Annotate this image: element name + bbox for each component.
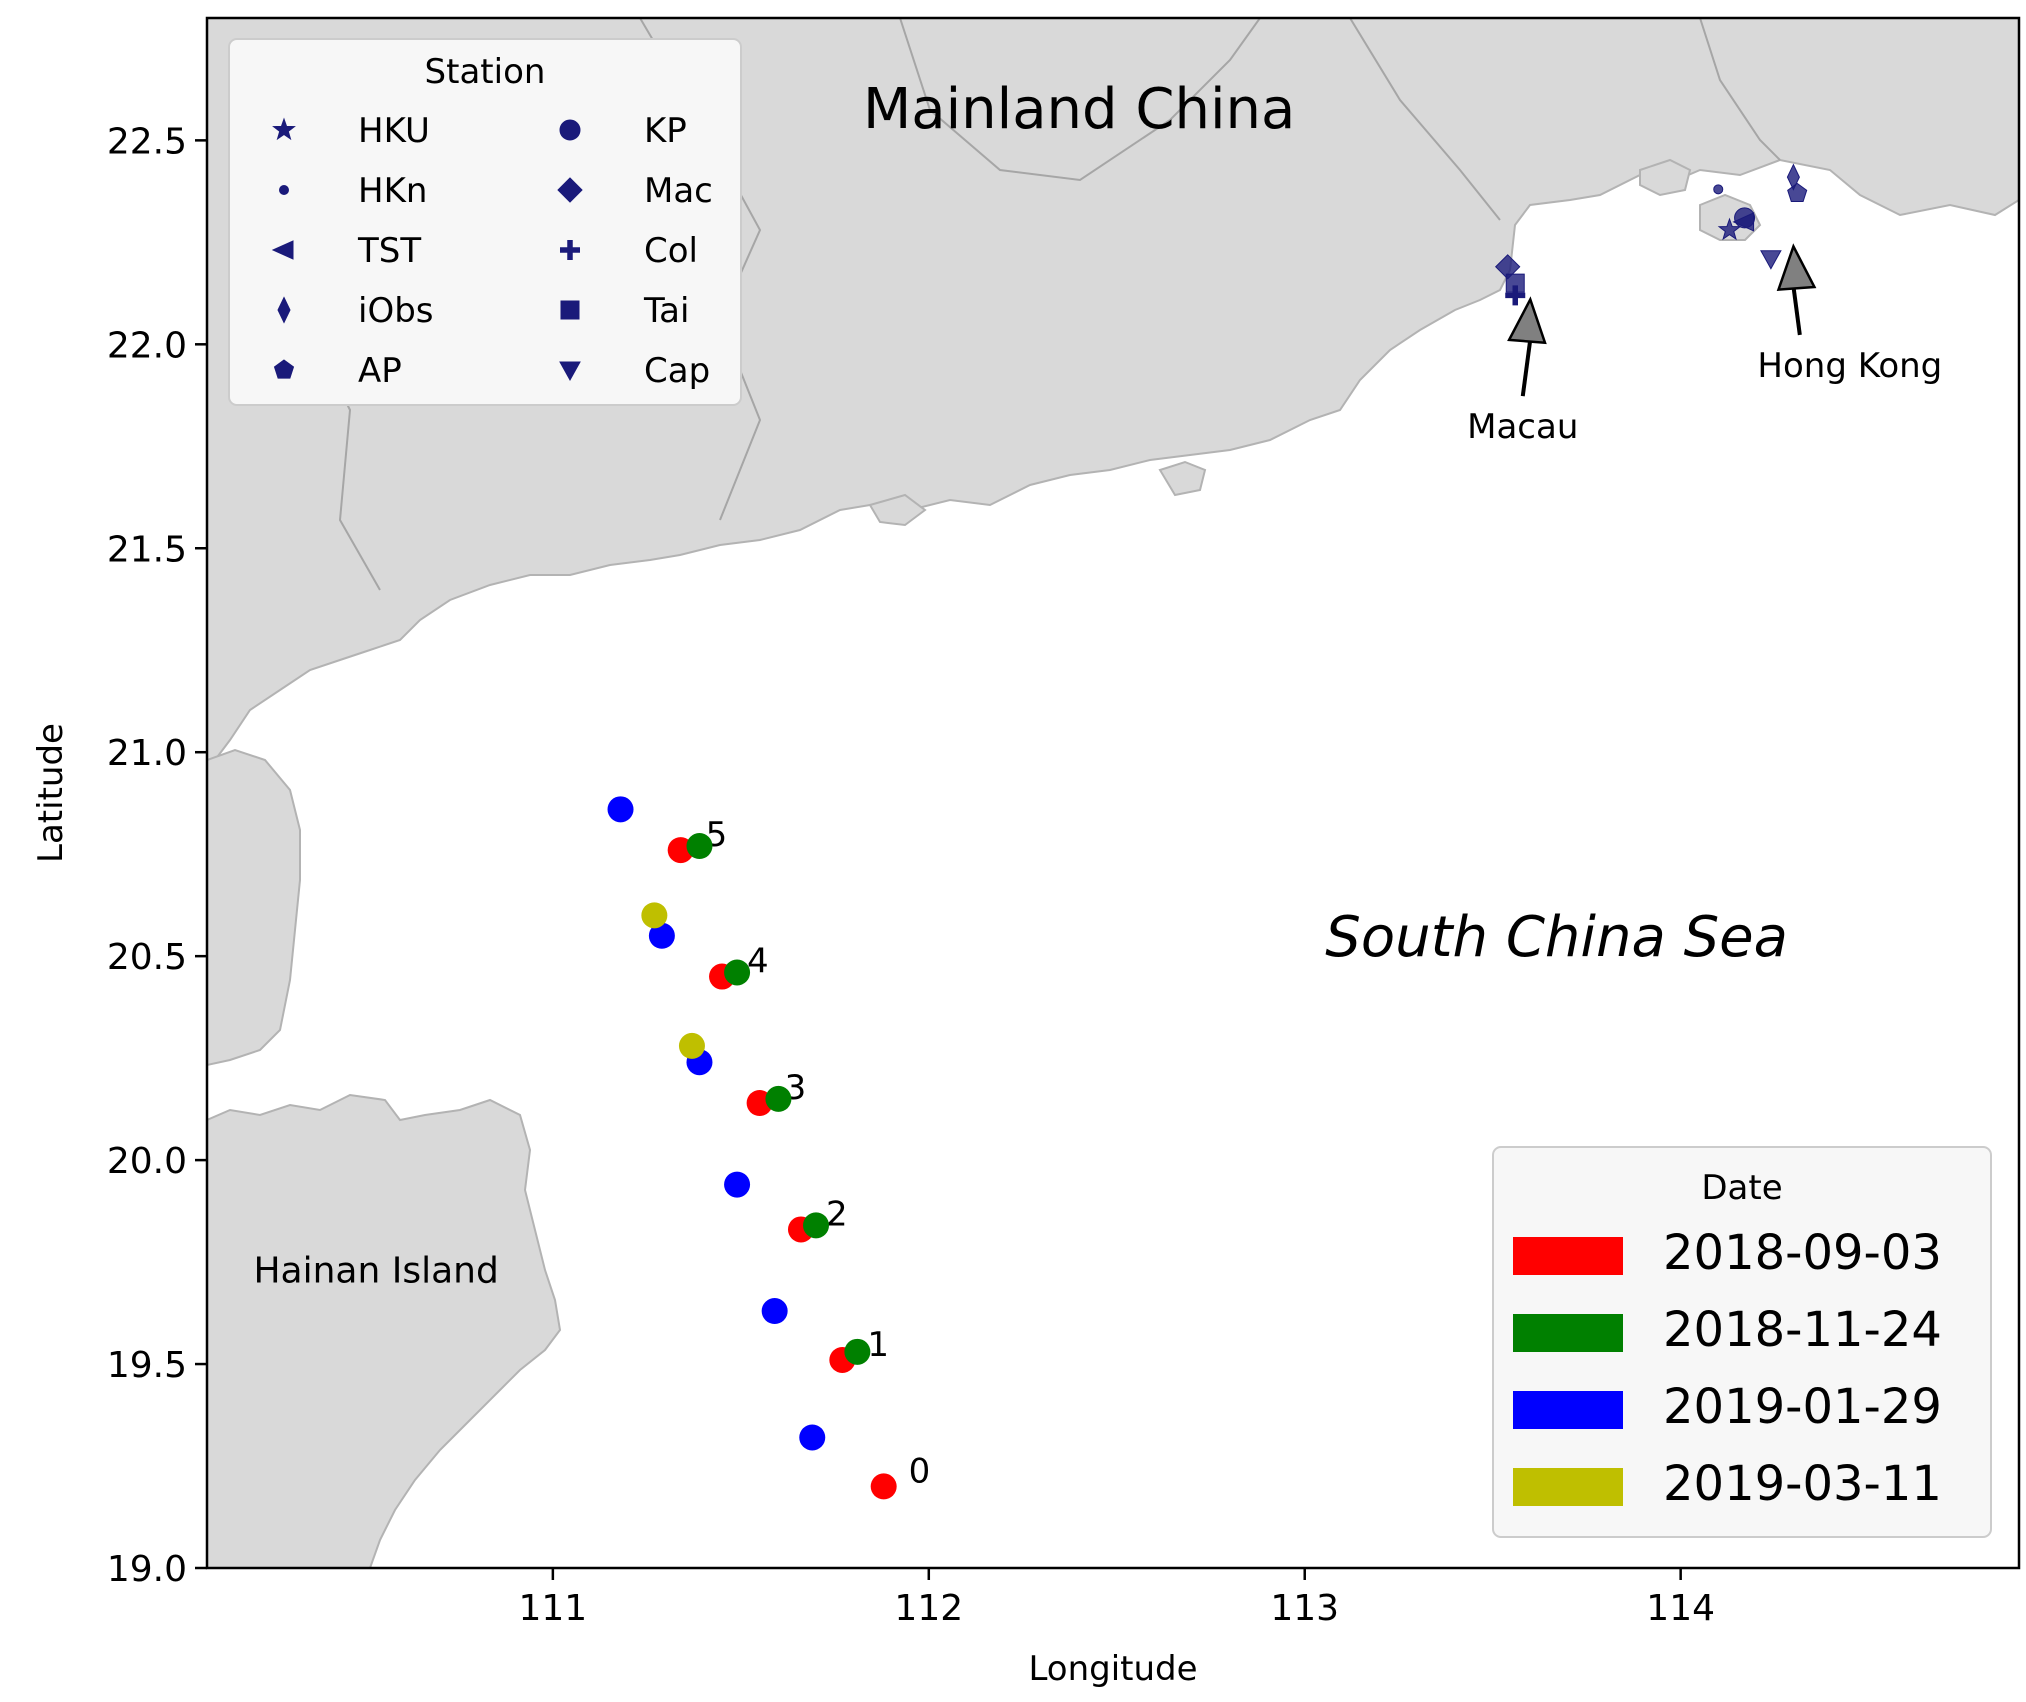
lantau-island-land (1639, 158, 1692, 197)
y-tick-label: 19.0 (107, 1549, 187, 1590)
station-marker-kp (1734, 207, 1756, 229)
coastal-island-b (868, 493, 927, 527)
station-marker-hkn (1713, 184, 1724, 195)
coastal-island-a (1158, 460, 1207, 497)
data-point (724, 1171, 751, 1198)
station-legend-marker (273, 359, 295, 379)
y-tick-label: 20.0 (107, 1141, 187, 1182)
x-axis: 111 112 113 114 (518, 1568, 1715, 1629)
data-point (803, 1212, 830, 1239)
plot-frame (205, 16, 2021, 1570)
station-legend-title: Station (425, 52, 546, 92)
y-axis-label: Latitude (31, 723, 71, 863)
y-tick-label: 22.5 (107, 121, 187, 162)
stations-layer (1494, 163, 1808, 306)
annotation-arrow-shaft (1791, 286, 1802, 336)
data-point (761, 1298, 788, 1325)
x-tick-label: 114 (1646, 1588, 1715, 1629)
date-legend-swatch (1513, 1237, 1623, 1275)
data-point (870, 1473, 897, 1500)
province-border-d (1699, 18, 1781, 161)
date-legend-swatch (1513, 1468, 1623, 1506)
point-label: 1 (867, 1325, 889, 1365)
station-legend-label: Col (644, 231, 698, 271)
x-axis-label: Longitude (1028, 1649, 1197, 1689)
date-legend-swatch (1513, 1391, 1623, 1429)
date-legend-label: 2018-11-24 (1663, 1302, 1942, 1358)
annotation-label: Hong Kong (1757, 346, 1942, 386)
annotation-label: Macau (1467, 407, 1578, 447)
y-tick-label: 22.0 (107, 325, 187, 366)
station-legend-marker (560, 300, 580, 320)
x-tick-label: 112 (894, 1588, 963, 1629)
date-legend-swatch (1513, 1314, 1623, 1352)
data-point (607, 796, 634, 823)
x-tick-label: 113 (1270, 1588, 1339, 1629)
x-tick-label: 111 (518, 1588, 587, 1629)
date-legend-title: Date (1701, 1168, 1782, 1208)
point-label: 2 (826, 1194, 848, 1234)
station-legend-label: TST (357, 231, 421, 271)
station-legend-label: KP (644, 111, 687, 151)
station-legend-marker (559, 361, 581, 382)
station-legend: Station HKU HKn TST iObs AP KP Mac Col Tai Cap (228, 38, 742, 406)
station-marker-hku (1717, 217, 1742, 241)
province-border-c (1349, 18, 1501, 221)
station-legend-marker (279, 185, 289, 195)
annotation-arrow-shaft (1520, 339, 1533, 397)
region-label: South China Sea (1325, 905, 1788, 970)
date-legend-label: 2019-01-29 (1663, 1379, 1942, 1435)
y-tick-label: 20.5 (107, 937, 187, 978)
data-point (765, 1085, 792, 1112)
station-legend-label: Mac (644, 171, 713, 211)
leizhou-peninsula-land (207, 748, 301, 1067)
data-point (724, 959, 751, 986)
station-legend-label: AP (358, 351, 402, 391)
station-legend-label: HKn (358, 171, 427, 211)
data-point (641, 902, 668, 929)
station-marker-tai (1505, 273, 1525, 293)
province-border-e (899, 18, 1261, 182)
data-point (648, 922, 675, 949)
data-point (686, 833, 713, 860)
station-legend-label: Cap (644, 351, 710, 391)
annotation-arrow-head (1776, 243, 1817, 291)
station-legend-label: iObs (358, 291, 434, 331)
data-point (844, 1338, 871, 1365)
region-label: Hainan Island (253, 1250, 498, 1291)
hainan-island-land (207, 1093, 562, 1568)
station-legend-marker (557, 177, 583, 203)
y-tick-label: 21.0 (107, 733, 187, 774)
station-legend-entries: HKU HKn TST iObs AP KP Mac Col Tai Cap (271, 111, 713, 391)
station-legend-label: Tai (643, 291, 689, 331)
station-legend-marker (272, 117, 296, 141)
station-marker-ap (1787, 182, 1808, 202)
date-legend-label: 2018-09-03 (1663, 1225, 1942, 1281)
date-legend-label: 2019-03-11 (1663, 1456, 1942, 1512)
station-legend-box (228, 38, 742, 406)
station-legend-marker (559, 119, 581, 141)
point-label: 0 (909, 1451, 931, 1491)
y-tick-label: 19.5 (107, 1345, 187, 1386)
annotation-layer: Macau Hong Kong (1467, 243, 1942, 447)
point-label: 4 (747, 942, 769, 982)
annotation-arrow-head (1507, 296, 1547, 345)
station-legend-marker (560, 240, 580, 260)
date-legend-entries: 2018-09-03 2018-11-24 2019-01-29 2019-03-11 (1513, 1225, 1942, 1512)
region-label: Mainland China (863, 77, 1295, 142)
y-axis: 19.0 19.5 20.0 20.5 21.0 21.5 22.0 22.5 (107, 121, 207, 1590)
hk-island-land (1699, 193, 1762, 241)
data-point (678, 1032, 705, 1059)
station-legend-marker (277, 296, 291, 324)
y-tick-label: 21.5 (107, 529, 187, 570)
date-legend: Date 2018-09-03 2018-11-24 2019-01-29 2019-… (1492, 1146, 1992, 1538)
station-legend-marker (271, 240, 294, 260)
station-marker-cap (1760, 250, 1782, 270)
region-labels: Mainland China South China Sea Hainan Isla… (253, 77, 1787, 1291)
station-legend-label: HKU (358, 111, 430, 151)
data-point (799, 1424, 826, 1451)
